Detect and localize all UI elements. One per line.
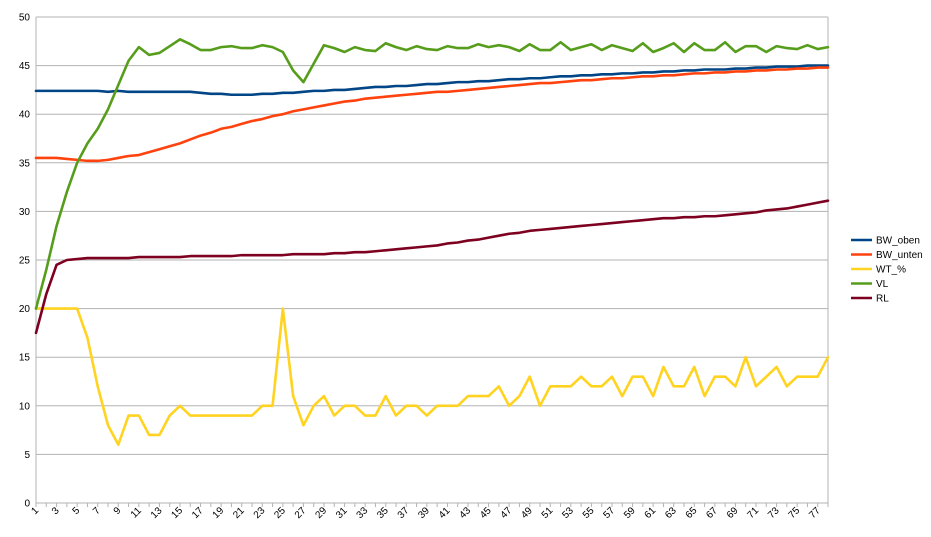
- x-tick-label: 67: [704, 505, 720, 521]
- x-tick-label: 49: [519, 505, 535, 521]
- x-tick-label: 13: [149, 505, 165, 521]
- x-tick-label: 53: [560, 505, 576, 521]
- y-tick-label: 35: [19, 158, 31, 169]
- x-tick-label: 37: [396, 505, 412, 521]
- x-tick-label: 31: [334, 505, 350, 521]
- series-line-0: [34, 64, 830, 97]
- x-tick-label: 23: [252, 505, 268, 521]
- legend-label: RL: [876, 294, 889, 305]
- x-tick-label: 21: [231, 505, 247, 521]
- x-tick-label: 77: [807, 505, 823, 521]
- series-line-3: [34, 38, 830, 310]
- x-tick-label: 33: [355, 505, 371, 521]
- x-tick-label: 71: [745, 505, 761, 521]
- x-tick-label: 59: [622, 505, 638, 521]
- x-tick-label: 29: [313, 505, 329, 521]
- x-tick-label: 3: [50, 505, 62, 517]
- y-axis-tick-labels: 0 5 10 15 20 25 30 35 40 45 50: [19, 13, 31, 510]
- x-tick-label: 5: [71, 505, 83, 517]
- legend-label: VL: [876, 279, 889, 290]
- x-tick-label: 43: [457, 505, 473, 521]
- x-tick-label: 1: [29, 505, 41, 517]
- x-tick-label: 55: [581, 505, 597, 521]
- x-tick-label: 51: [540, 505, 556, 521]
- gridlines: [36, 16, 828, 455]
- x-tick-label: 61: [643, 505, 659, 521]
- x-tick-label: 75: [787, 505, 803, 521]
- series-line-1: [34, 66, 830, 163]
- y-tick-label: 20: [19, 304, 31, 315]
- x-tick-label: 17: [190, 505, 206, 521]
- x-tick-label: 47: [499, 505, 515, 521]
- x-tick-label: 69: [725, 505, 741, 521]
- y-tick-label: 10: [19, 401, 31, 412]
- series-line-4: [34, 199, 830, 335]
- legend-label: WT_%: [876, 265, 906, 276]
- x-tick-label: 7: [91, 505, 103, 517]
- axes: [35, 17, 829, 507]
- legend-label: BW_oben: [876, 236, 920, 247]
- y-tick-label: 15: [19, 353, 31, 364]
- x-axis-tick-labels: 1 3 5 7 9 11 13 15 17 19 21 23 25 27 29 31 33 35 37 39 41 43 4…: [29, 505, 823, 521]
- series-line-2: [34, 307, 830, 446]
- y-tick-label: 40: [19, 110, 31, 121]
- x-tick-label: 25: [272, 505, 288, 521]
- y-tick-label: 30: [19, 207, 31, 218]
- x-tick-label: 27: [293, 505, 309, 521]
- x-tick-label: 11: [129, 505, 144, 520]
- y-tick-label: 0: [24, 499, 30, 510]
- y-tick-label: 45: [19, 61, 31, 72]
- x-tick-label: 45: [478, 505, 494, 521]
- x-tick-label: 35: [375, 505, 391, 521]
- x-tick-label: 39: [416, 505, 432, 521]
- x-tick-label: 9: [112, 505, 124, 517]
- x-tick-label: 41: [437, 505, 453, 521]
- legend: BW_oben BW_unten WT_% VL RL: [851, 236, 923, 305]
- x-tick-label: 19: [211, 505, 227, 521]
- x-tick-label: 57: [601, 505, 617, 521]
- y-tick-label: 50: [19, 13, 31, 24]
- x-tick-label: 73: [766, 505, 782, 521]
- y-tick-label: 25: [19, 256, 31, 267]
- x-tick-label: 65: [684, 505, 700, 521]
- y-tick-label: 5: [24, 450, 30, 461]
- x-tick-label: 63: [663, 505, 679, 521]
- x-tick-label: 15: [169, 505, 185, 521]
- series-lines: [34, 38, 830, 446]
- legend-label: BW_unten: [876, 250, 923, 261]
